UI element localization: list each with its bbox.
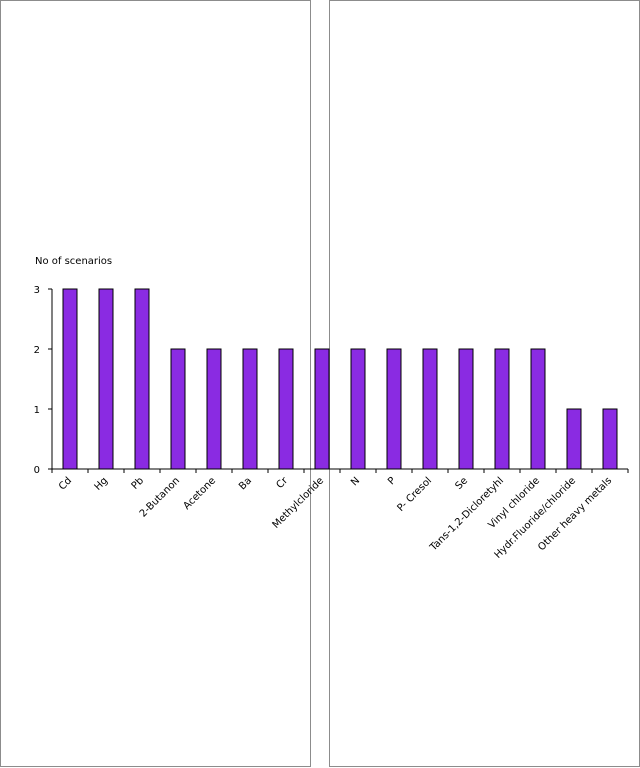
bar-hydr-fluoride-chloride (566, 408, 582, 470)
x-tick-label: Other heavy metals (536, 475, 614, 553)
x-tick-label: P- Cresol (395, 475, 434, 514)
x-tick-label: Ba (237, 475, 254, 492)
x-tick-label: Hg (93, 475, 111, 493)
x-ticks (51, 469, 629, 473)
y-axis-label: No of scenarios (35, 256, 112, 267)
x-tick-label: Cd (57, 475, 74, 492)
x-tick-label: Se (454, 475, 471, 492)
x-tick-label: P (386, 475, 398, 487)
x-tick-label: Acetone (181, 475, 218, 512)
y-tick-label: 1 (34, 405, 40, 416)
bar-tans-1-2-dicloretyhl (494, 348, 510, 470)
bar-hg (98, 288, 114, 470)
x-tick-label: N (349, 475, 362, 488)
y-tick-label: 0 (34, 465, 40, 476)
bar-se (458, 348, 474, 470)
left-panel-frame (0, 0, 311, 767)
x-tick-label: Pb (130, 475, 147, 492)
y-tick-label: 2 (34, 345, 40, 356)
bar-ba (242, 348, 258, 470)
y-tick-label: 3 (34, 285, 40, 296)
bars (62, 288, 618, 470)
bar-p (386, 348, 402, 470)
x-tick-label: Cr (274, 475, 290, 491)
bar-vinyl-chloride (530, 348, 546, 470)
bar-pb (134, 288, 150, 470)
bar-p-cresol (422, 348, 438, 470)
y-ticks: 0 1 2 3 (34, 285, 52, 476)
bar-methylcloride (314, 348, 330, 470)
bar-cd (62, 288, 78, 470)
bar-acetone (206, 348, 222, 470)
bar-other-heavy-metals (602, 408, 618, 470)
bar-2-butanon (170, 348, 186, 470)
bar-cr (278, 348, 294, 470)
bar-n (350, 348, 366, 470)
